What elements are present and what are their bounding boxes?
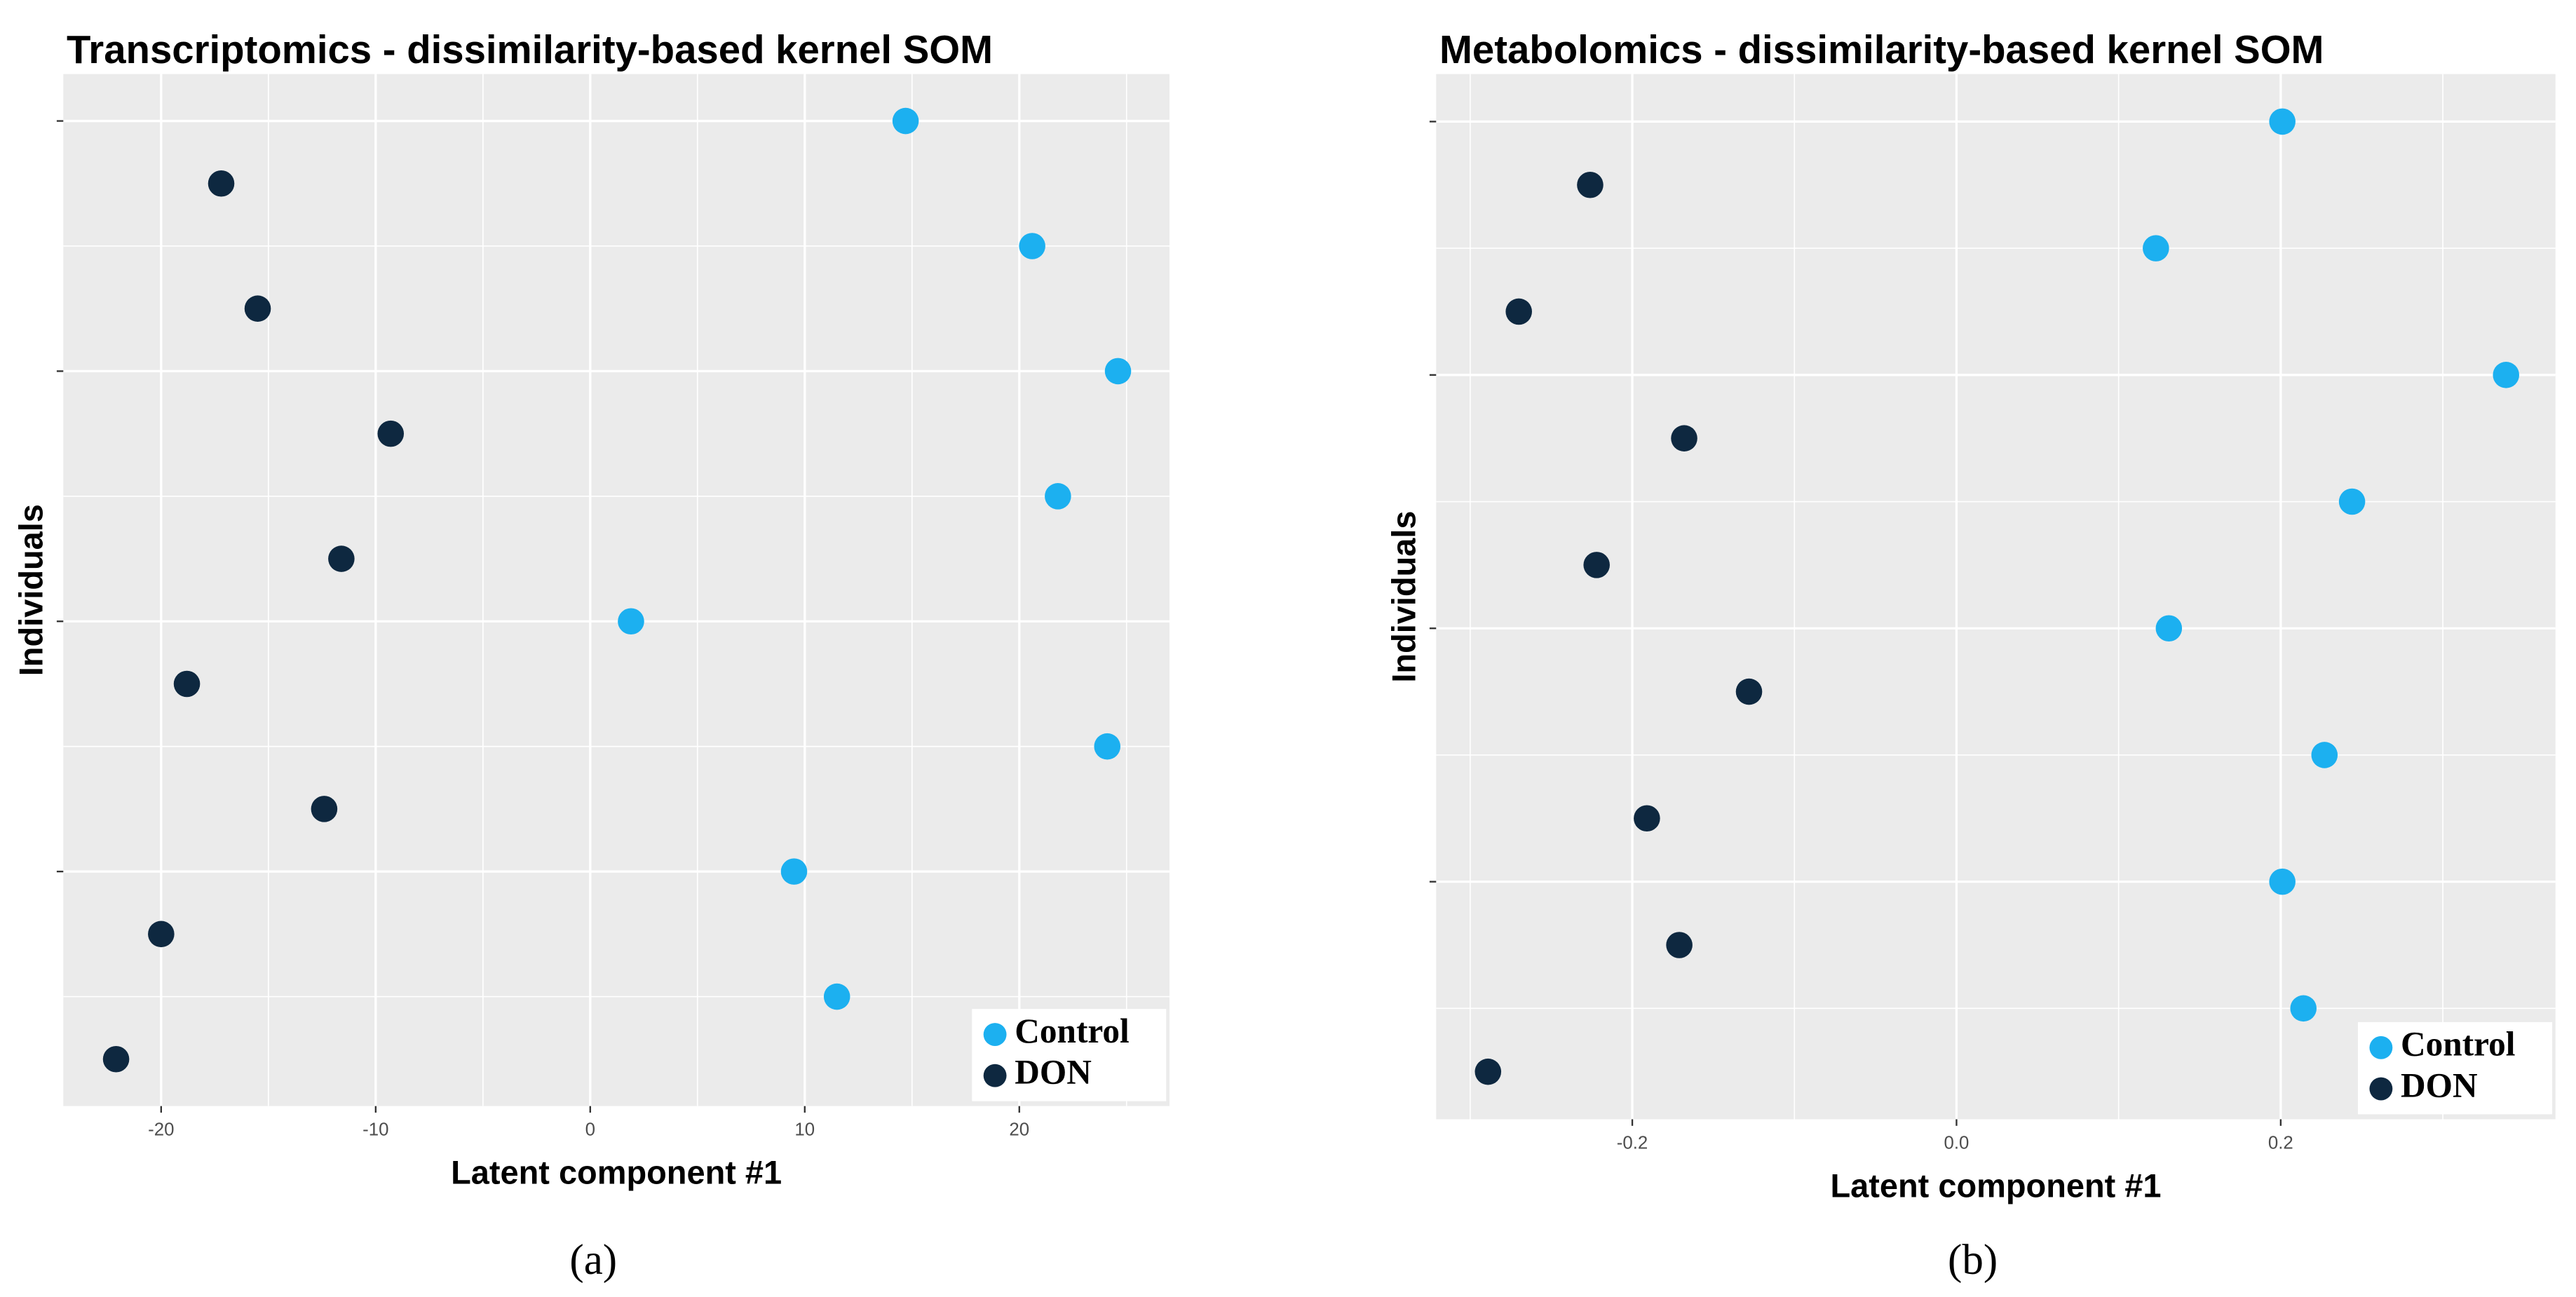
caption: (b) (1948, 1237, 1998, 1284)
data-point (1634, 805, 1660, 832)
data-point (2290, 995, 2317, 1022)
legend-label: Control (1015, 1012, 1129, 1050)
legend-label: DON (2401, 1066, 2478, 1104)
legend-label: DON (1015, 1053, 1092, 1092)
chart-title: Metabolomics - dissimilarity-based kerne… (1439, 27, 2324, 72)
data-point (1577, 171, 1604, 198)
y-axis-title: Individuals (1385, 510, 1422, 682)
data-point (1019, 233, 1045, 259)
legend-key (2369, 1035, 2393, 1059)
x-tick-label: -20 (148, 1120, 174, 1140)
y-axis-title: Individuals (12, 504, 49, 676)
x-axis-title: Latent component #1 (1830, 1167, 2161, 1204)
data-point (780, 858, 808, 885)
chart-panel: Metabolomics - dissimilarity-based kerne… (1385, 27, 2556, 1284)
plot-background (63, 74, 1170, 1106)
chart-panel: Transcriptomics - dissimilarity-based ke… (12, 27, 1170, 1284)
data-point (173, 670, 201, 698)
data-point (1045, 483, 1071, 510)
data-point (1666, 932, 1693, 958)
plot-background (1436, 74, 2556, 1120)
x-tick-label: 10 (794, 1120, 815, 1140)
legend-key (2369, 1077, 2393, 1101)
x-axis-title: Latent component #1 (451, 1154, 782, 1191)
data-point (1583, 552, 1610, 578)
legend-box (972, 1009, 1167, 1101)
data-point (823, 983, 850, 1010)
data-point (1094, 733, 1121, 760)
data-point (2338, 488, 2366, 515)
data-point (2143, 235, 2169, 262)
data-point (1475, 1058, 1502, 1085)
data-point (1735, 678, 1763, 705)
data-point (1505, 298, 1532, 325)
x-tick-label: 0 (585, 1120, 595, 1140)
data-point (618, 608, 644, 635)
data-point (2311, 742, 2338, 768)
data-point (1671, 425, 1697, 451)
legend-label: Control (2401, 1025, 2515, 1064)
data-point (102, 1045, 130, 1073)
data-point (2269, 868, 2296, 895)
data-point (2493, 362, 2520, 388)
x-tick-label: -0.2 (1617, 1133, 1648, 1153)
data-point (2269, 108, 2296, 135)
x-tick-label: 20 (1009, 1120, 1029, 1140)
legend-box (2358, 1021, 2553, 1115)
data-point (208, 170, 235, 197)
x-tick-label: 0.2 (2268, 1133, 2293, 1153)
caption: (a) (569, 1237, 617, 1284)
x-tick-label: 0.0 (1944, 1133, 1970, 1153)
chart-title: Transcriptomics - dissimilarity-based ke… (67, 27, 993, 72)
data-point (2155, 615, 2183, 642)
x-tick-label: -10 (362, 1120, 388, 1140)
data-point (244, 295, 271, 322)
data-point (892, 107, 919, 135)
legend-key (983, 1023, 1007, 1046)
data-point (1104, 358, 1132, 385)
data-point (328, 545, 355, 572)
data-point (148, 921, 175, 948)
legend-key (983, 1064, 1007, 1087)
data-point (311, 796, 338, 822)
data-point (377, 420, 405, 447)
